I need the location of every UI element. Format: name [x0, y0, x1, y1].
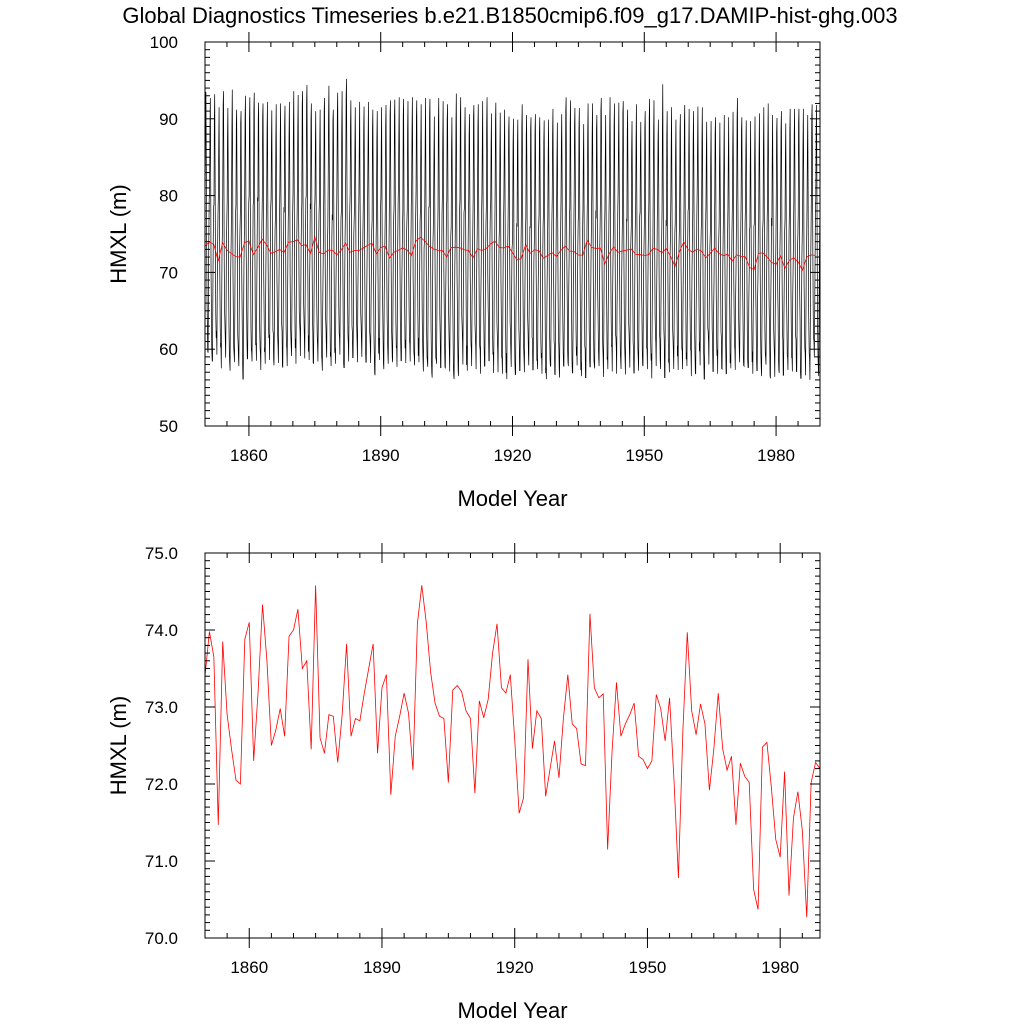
y-tick-label: 75.0 — [145, 544, 178, 563]
x-axis-label: Model Year — [457, 998, 567, 1023]
y-tick-label: 71.0 — [145, 852, 178, 871]
x-tick-label: 1920 — [494, 446, 532, 465]
chart-panel-top: 50 60 70 80 90 100 1860 1890 1920 1950 1980 Model Y… — [106, 32, 821, 511]
y-tick-label: 72.0 — [145, 775, 178, 794]
y-axis-label: HMXL (m) — [106, 184, 131, 283]
y-tick-label: 70 — [159, 263, 178, 282]
y-tick-label: 60 — [159, 340, 178, 359]
x-tick-label: 1860 — [230, 446, 268, 465]
y-tick-label: 74.0 — [145, 621, 178, 640]
x-tick-label: 1980 — [757, 446, 795, 465]
annual-series-line — [205, 585, 820, 918]
monthly-series-line — [205, 78, 820, 380]
x-tick-label: 1950 — [629, 958, 667, 977]
page-title: Global Diagnostics Timeseries b.e21.B185… — [122, 3, 897, 28]
y-tick-label: 70.0 — [145, 929, 178, 948]
annual-series-line — [205, 235, 816, 272]
x-tick-label: 1860 — [230, 958, 268, 977]
x-tick-label: 1980 — [761, 958, 799, 977]
x-tick-label: 1950 — [625, 446, 663, 465]
y-tick-label: 100 — [150, 33, 178, 52]
y-axis-label: HMXL (m) — [106, 696, 131, 795]
y-tick-label: 80 — [159, 187, 178, 206]
x-tick-label: 1890 — [362, 446, 400, 465]
x-axis-label: Model Year — [457, 486, 567, 511]
chart-panel-bottom: 70.0 71.0 72.0 73.0 74.0 75.0 1860 1890 1920 1950… — [106, 543, 821, 1023]
y-tick-label: 90 — [159, 110, 178, 129]
y-tick-label: 50 — [159, 417, 178, 436]
y-tick-label: 73.0 — [145, 698, 178, 717]
x-tick-label: 1920 — [496, 958, 534, 977]
x-tick-label: 1890 — [363, 958, 401, 977]
